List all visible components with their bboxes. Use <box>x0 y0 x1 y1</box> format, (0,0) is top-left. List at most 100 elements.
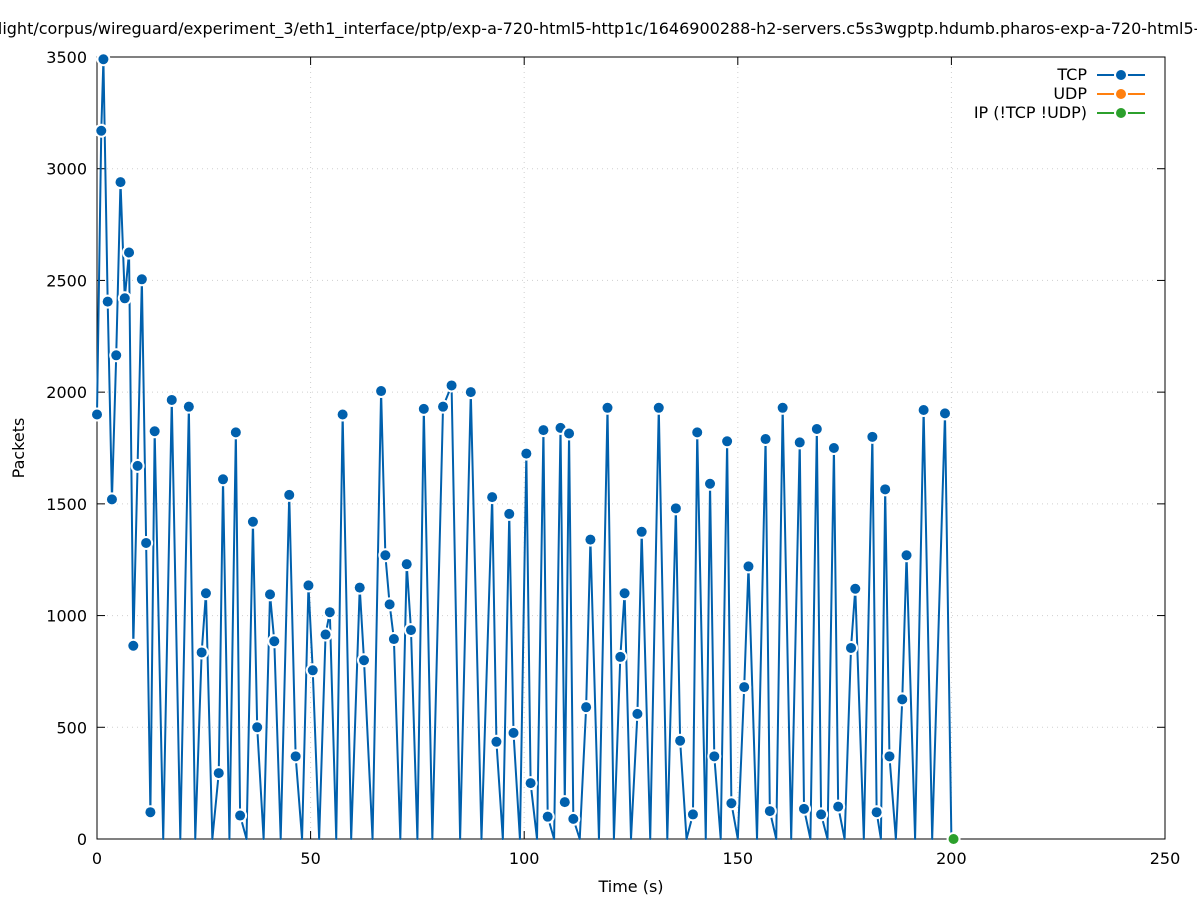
data-point <box>196 647 207 658</box>
data-point <box>136 274 147 285</box>
data-point <box>794 437 805 448</box>
data-point <box>303 580 314 591</box>
x-tick-label: 100 <box>509 849 540 868</box>
y-axis: 0 500 1000 1500 2000 2500 3000 3500 <box>46 48 1165 849</box>
data-point <box>388 634 399 645</box>
data-point <box>418 403 429 414</box>
data-point <box>119 293 130 304</box>
data-point <box>777 402 788 413</box>
legend-entry: IP (!TCP !UDP) <box>974 103 1145 122</box>
chart-title: searchlight/corpus/wireguard/experiment_… <box>0 19 1197 39</box>
data-point <box>269 636 280 647</box>
data-point <box>828 443 839 453</box>
data-point <box>124 247 135 258</box>
data-point <box>96 125 107 136</box>
data-point <box>568 813 579 824</box>
data-point <box>438 401 449 412</box>
data-point <box>846 642 857 653</box>
data-point <box>585 534 596 545</box>
data-point <box>653 402 664 413</box>
data-point <box>897 694 908 705</box>
data-point <box>145 807 156 818</box>
data-point <box>380 550 391 561</box>
data-point <box>939 408 950 419</box>
data-point <box>619 588 630 599</box>
x-tick-label: 0 <box>92 849 102 868</box>
data-point <box>722 436 733 447</box>
y-tick-label: 3500 <box>46 48 87 67</box>
data-point <box>636 526 647 537</box>
y-tick-label: 1500 <box>46 495 87 514</box>
data-point <box>132 460 143 471</box>
x-tick-label: 50 <box>300 849 320 868</box>
data-point <box>542 811 553 822</box>
data-point <box>884 751 895 762</box>
data-point <box>128 640 139 651</box>
series-0 <box>90 52 953 840</box>
series-layer <box>90 52 961 846</box>
data-point <box>687 809 698 820</box>
legend-entry: TCP <box>1056 65 1145 84</box>
data-point <box>615 651 626 662</box>
x-tick-label: 250 <box>1150 849 1181 868</box>
data-point <box>487 492 498 503</box>
data-point <box>376 386 387 397</box>
data-point <box>337 409 348 420</box>
data-point <box>901 550 912 561</box>
data-point <box>670 503 681 514</box>
y-tick-label: 0 <box>77 830 87 849</box>
data-point <box>726 798 737 809</box>
data-point <box>284 489 295 500</box>
legend-label: TCP <box>1056 65 1087 84</box>
legend-marker <box>1116 70 1126 80</box>
data-point <box>508 727 519 738</box>
data-point <box>538 425 549 436</box>
data-point <box>880 484 891 495</box>
data-point <box>218 474 229 485</box>
data-point <box>252 722 263 733</box>
x-axis-label: Time (s) <box>597 877 663 896</box>
y-tick-label: 2500 <box>46 271 87 290</box>
data-point <box>92 409 102 420</box>
legend-label: IP (!TCP !UDP) <box>974 103 1087 122</box>
data-point <box>705 478 716 489</box>
data-point <box>230 427 241 438</box>
data-point <box>581 702 592 713</box>
data-point <box>602 402 613 413</box>
data-point <box>504 508 515 519</box>
data-point <box>247 516 258 527</box>
data-point <box>918 405 929 416</box>
data-point <box>141 537 152 548</box>
y-axis-label: Packets <box>9 418 28 479</box>
legend-marker <box>1116 89 1126 99</box>
data-point <box>265 589 276 600</box>
data-point <box>559 797 570 808</box>
data-point <box>183 401 194 412</box>
data-point <box>354 582 365 593</box>
data-point <box>465 387 476 398</box>
data-point <box>764 806 775 817</box>
data-point <box>98 54 109 65</box>
x-axis: 0 50 100 150 200 250 <box>92 57 1180 868</box>
data-point <box>525 778 536 789</box>
data-point <box>692 427 703 438</box>
series-2 <box>946 832 961 846</box>
data-point <box>446 380 457 391</box>
data-point <box>811 424 822 435</box>
y-tick-label: 3000 <box>46 160 87 179</box>
legend-label: UDP <box>1053 84 1087 103</box>
data-point <box>115 177 126 188</box>
data-point <box>850 583 861 594</box>
legend-marker <box>1116 108 1126 118</box>
x-tick-label: 150 <box>723 849 754 868</box>
data-point <box>401 559 412 570</box>
data-point <box>743 561 754 572</box>
data-point <box>307 665 318 676</box>
data-point <box>324 607 335 618</box>
data-point <box>166 394 177 405</box>
data-point <box>200 588 211 599</box>
data-point <box>235 810 246 821</box>
data-point <box>675 735 686 746</box>
data-point <box>799 803 810 814</box>
